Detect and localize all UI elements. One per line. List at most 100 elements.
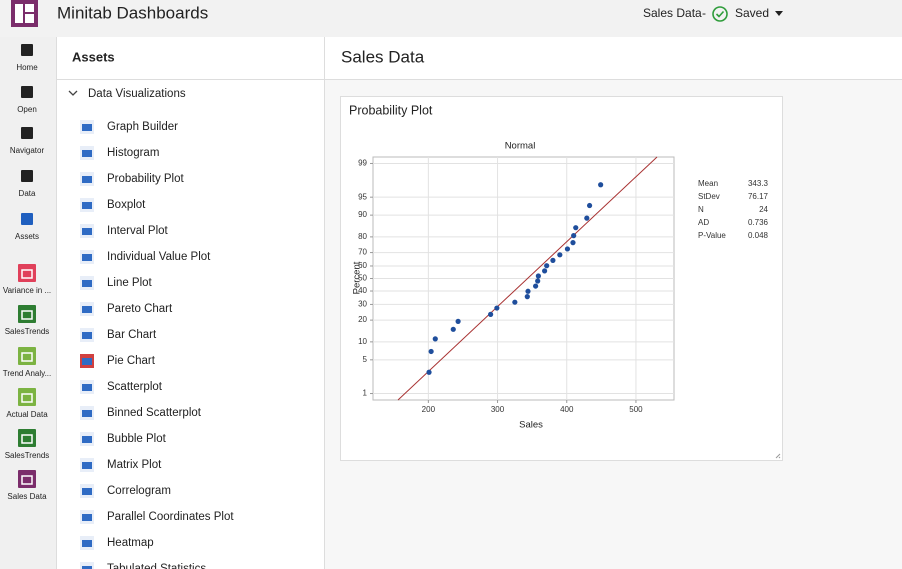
asset-icon-glyph	[82, 462, 92, 469]
nav-icon-glyph	[21, 269, 33, 279]
nav-label[interactable]: Sales Data	[7, 492, 47, 501]
asset-icon-glyph	[82, 202, 92, 209]
save-status: Saved	[735, 6, 769, 20]
asset-icon-glyph	[82, 566, 92, 569]
data-point	[488, 311, 494, 317]
asset-label: Bar Chart	[107, 329, 157, 341]
stat-value: 343.3	[748, 179, 769, 188]
nav-label[interactable]: Variance in ...	[3, 286, 51, 295]
asset-item[interactable]: Pareto Chart	[80, 302, 173, 316]
x-axis-label: Sales	[519, 420, 543, 431]
asset-label: Correlogram	[107, 485, 171, 497]
document-name[interactable]: Sales Data	[643, 6, 702, 20]
y-tick-label: 99	[358, 159, 367, 168]
saved-check	[715, 10, 725, 18]
page-title: Sales Data	[341, 47, 425, 66]
y-tick-label: 30	[358, 300, 367, 309]
asset-item[interactable]: Bar Chart	[80, 328, 157, 342]
app-title: Minitab Dashboards	[57, 3, 208, 22]
assets-title: Assets	[72, 49, 115, 64]
asset-icon-glyph	[82, 488, 92, 495]
asset-item[interactable]: Boxplot	[80, 198, 146, 212]
resize-handle[interactable]	[775, 453, 781, 459]
card-title: Probability Plot	[349, 103, 433, 117]
menu-caret[interactable]	[775, 11, 783, 16]
x-tick-label: 400	[560, 405, 574, 414]
asset-label: Tabulated Statistics	[107, 563, 206, 569]
nav-label[interactable]: Data	[19, 189, 36, 198]
asset-item[interactable]: Correlogram	[80, 484, 171, 498]
asset-label: Scatterplot	[107, 381, 163, 393]
x-tick-label: 300	[491, 405, 505, 414]
data-point	[571, 233, 577, 239]
logo-part	[15, 4, 23, 23]
stat-label: P-Value	[698, 231, 726, 240]
asset-item[interactable]: Graph Builder	[80, 120, 178, 134]
asset-icon-glyph	[82, 280, 92, 287]
saved-icon	[712, 6, 728, 22]
nav-label[interactable]: Assets	[15, 232, 39, 241]
y-tick-label: 70	[358, 248, 367, 257]
data-point	[450, 326, 456, 332]
nav-icon-glyph	[21, 352, 33, 362]
asset-label: Pareto Chart	[107, 303, 173, 315]
asset-item[interactable]: Pie Chart	[80, 354, 156, 368]
asset-list: Graph Builder Histogram Probability Plot Bo…	[80, 120, 234, 569]
nav-icon	[18, 470, 36, 488]
data-point	[586, 202, 593, 209]
nav-label[interactable]: Open	[17, 105, 37, 114]
data-point	[535, 278, 541, 284]
y-tick-label: 95	[358, 192, 367, 201]
nav-label[interactable]: Navigator	[10, 146, 45, 155]
asset-label: Probability Plot	[107, 173, 185, 185]
asset-label: Line Plot	[107, 277, 153, 289]
asset-item[interactable]: Heatmap	[80, 536, 154, 550]
asset-item[interactable]: Binned Scatterplot	[80, 406, 202, 420]
y-axis-label: Percent	[352, 261, 363, 294]
data-point	[564, 246, 571, 252]
nav-label[interactable]: SalesTrends	[5, 451, 50, 460]
nav-label[interactable]: Actual Data	[6, 410, 48, 419]
asset-icon-glyph	[82, 124, 92, 131]
asset-item[interactable]: Individual Value Plot	[80, 250, 211, 264]
y-tick-label: 1	[363, 389, 368, 398]
asset-item[interactable]: Interval Plot	[80, 224, 169, 238]
asset-icon-glyph	[82, 332, 92, 339]
collapse-icon[interactable]	[68, 90, 78, 96]
asset-label: Individual Value Plot	[107, 251, 211, 263]
data-point	[542, 268, 548, 274]
asset-item[interactable]: Scatterplot	[80, 380, 163, 394]
page-header	[325, 37, 902, 79]
asset-item[interactable]: Tabulated Statistics	[80, 562, 206, 569]
data-point	[524, 294, 530, 300]
asset-item[interactable]: Bubble Plot	[80, 432, 167, 446]
nav-label[interactable]: Home	[16, 63, 38, 72]
asset-item[interactable]: Histogram	[80, 146, 159, 160]
asset-icon-glyph	[82, 436, 92, 443]
data-point	[570, 240, 576, 246]
asset-label: Parallel Coordinates Plot	[107, 511, 234, 523]
group-title[interactable]: Data Visualizations	[88, 88, 186, 100]
asset-item[interactable]: Line Plot	[80, 276, 153, 290]
data-point	[573, 225, 579, 231]
y-tick-label: 60	[358, 261, 367, 270]
nav-label[interactable]: SalesTrends	[5, 327, 50, 336]
asset-icon-glyph	[82, 228, 92, 235]
chart-subtitle: Normal	[505, 141, 536, 152]
asset-item[interactable]: Matrix Plot	[80, 458, 162, 472]
asset-icon-glyph	[82, 384, 92, 391]
stat-value: 0.048	[748, 231, 769, 240]
asset-item[interactable]: Probability Plot	[80, 172, 185, 186]
nav-label[interactable]: Trend Analy...	[3, 369, 51, 378]
asset-icon-glyph	[82, 150, 92, 157]
y-tick-label: 10	[358, 337, 367, 346]
stat-label: Mean	[698, 179, 718, 188]
asset-label: Matrix Plot	[107, 459, 162, 471]
nav-icon	[21, 213, 33, 225]
y-tick-label: 20	[358, 315, 367, 324]
asset-item[interactable]: Parallel Coordinates Plot	[80, 510, 234, 524]
asset-label: Pie Chart	[107, 355, 156, 367]
asset-icon-glyph	[82, 306, 92, 313]
asset-icon-glyph	[82, 540, 92, 547]
data-point	[525, 288, 531, 294]
